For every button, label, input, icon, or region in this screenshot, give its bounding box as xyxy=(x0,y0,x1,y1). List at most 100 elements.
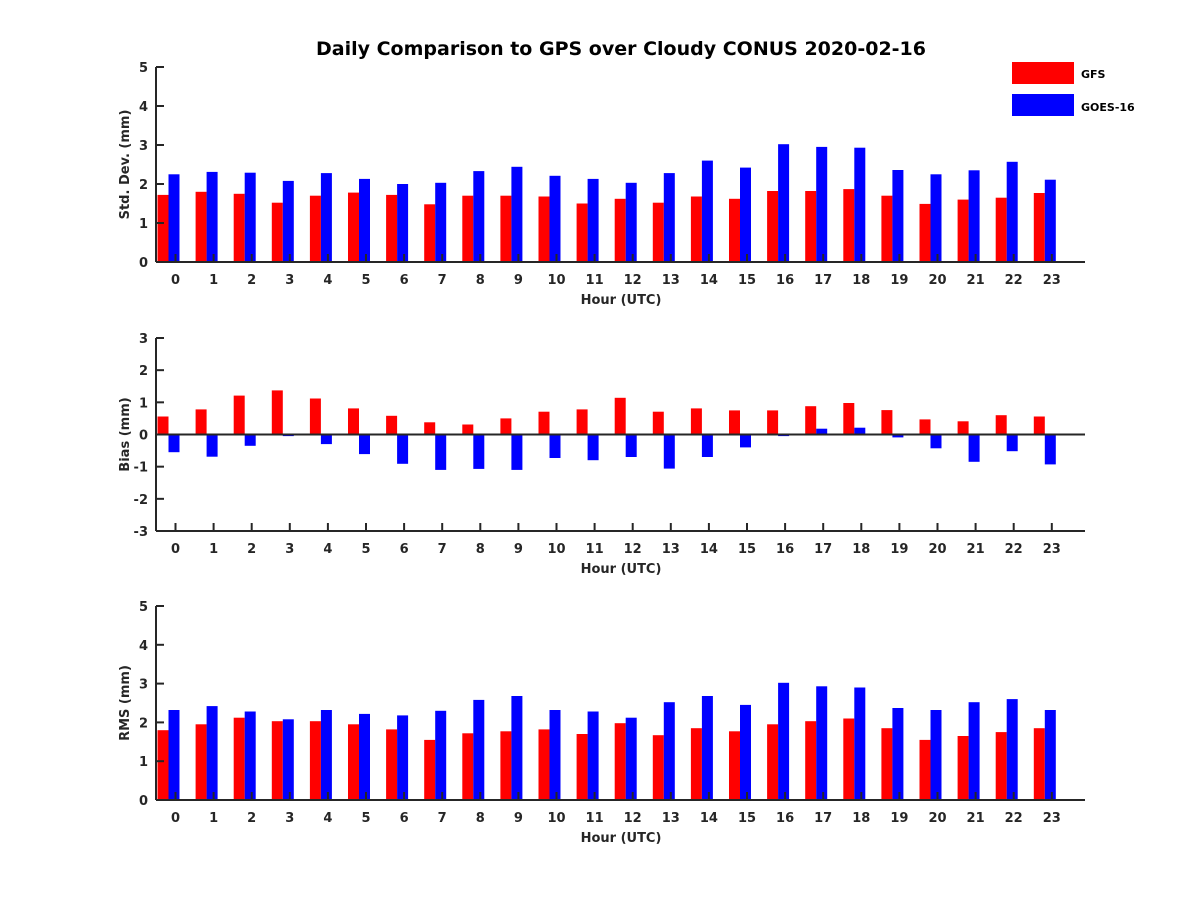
bar-gfs-hour-16 xyxy=(767,724,779,800)
x-tick-label: 19 xyxy=(890,542,908,557)
bar-goes16-hour-0 xyxy=(168,434,180,453)
x-tick-label: 19 xyxy=(890,273,908,288)
bar-gfs-hour-8 xyxy=(462,195,474,262)
x-tick-label: 9 xyxy=(514,811,523,826)
bar-goes16-hour-17 xyxy=(816,428,828,435)
bar-gfs-hour-9 xyxy=(500,731,512,800)
bar-gfs-hour-12 xyxy=(614,198,626,262)
chart-title: Daily Comparison to GPS over Cloudy CONU… xyxy=(316,38,926,60)
bar-gfs-hour-7 xyxy=(424,204,436,262)
bar-gfs-hour-13 xyxy=(652,202,664,262)
bar-gfs-hour-10 xyxy=(538,196,550,262)
bar-gfs-hour-5 xyxy=(348,192,359,262)
y-axis-label: RMS (mm) xyxy=(118,665,133,741)
bar-gfs-hour-7 xyxy=(424,739,436,800)
x-tick-label: 20 xyxy=(928,542,946,557)
bar-gfs-hour-18 xyxy=(843,718,855,800)
bar-goes16-hour-10 xyxy=(549,710,561,800)
x-tick-label: 22 xyxy=(1005,273,1023,288)
bar-goes16-hour-7 xyxy=(435,182,447,262)
x-tick-label: 9 xyxy=(514,273,523,288)
bar-goes16-hour-13 xyxy=(663,434,675,469)
x-tick-label: 11 xyxy=(586,811,604,826)
x-tick-label: 10 xyxy=(547,811,565,826)
x-tick-label: 5 xyxy=(361,542,370,557)
bar-goes16-hour-6 xyxy=(397,184,409,262)
bar-gfs-hour-20 xyxy=(919,739,931,800)
bar-gfs-hour-23 xyxy=(1033,193,1045,262)
bar-goes16-hour-20 xyxy=(930,434,942,449)
bar-gfs-hour-6 xyxy=(386,194,398,262)
bar-goes16-hour-5 xyxy=(359,713,370,800)
y-tick-label: 3 xyxy=(139,332,148,347)
legend-swatch-goes16 xyxy=(1012,94,1074,116)
bar-gfs-hour-5 xyxy=(348,408,359,435)
bar-gfs-hour-11 xyxy=(576,203,588,262)
x-tick-label: 0 xyxy=(171,273,180,288)
bar-gfs-hour-17 xyxy=(805,406,817,435)
y-tick-label: 3 xyxy=(139,139,148,154)
bar-goes16-hour-21 xyxy=(968,702,980,800)
bar-gfs-hour-9 xyxy=(500,195,512,262)
x-tick-label: 20 xyxy=(928,811,946,826)
legend-label-gfs: GFS xyxy=(1081,68,1106,81)
bar-goes16-hour-14 xyxy=(701,696,713,800)
bar-goes16-hour-18 xyxy=(854,427,866,435)
x-axis-label: Hour (UTC) xyxy=(581,562,662,577)
x-tick-label: 21 xyxy=(967,811,985,826)
x-tick-label: 21 xyxy=(967,542,985,557)
bar-gfs-hour-3 xyxy=(271,721,283,800)
bar-gfs-hour-21 xyxy=(957,421,969,435)
x-tick-label: 17 xyxy=(814,273,832,288)
x-tick-label: 4 xyxy=(323,273,332,288)
x-tick-label: 18 xyxy=(852,273,870,288)
y-tick-label: 0 xyxy=(139,794,148,809)
x-tick-label: 5 xyxy=(361,811,370,826)
bar-goes16-hour-1 xyxy=(206,434,218,457)
bar-gfs-hour-1 xyxy=(195,409,207,435)
x-tick-label: 15 xyxy=(738,542,756,557)
bar-gfs-hour-1 xyxy=(195,191,207,262)
bar-gfs-hour-3 xyxy=(271,202,283,262)
bar-goes16-hour-20 xyxy=(930,174,942,263)
bar-gfs-hour-22 xyxy=(995,415,1007,435)
x-tick-label: 2 xyxy=(247,273,256,288)
bar-gfs-hour-0 xyxy=(157,194,169,262)
y-tick-label: 5 xyxy=(139,61,148,76)
y-tick-label: 2 xyxy=(139,178,148,193)
bar-gfs-hour-2 xyxy=(233,193,245,263)
y-tick-label: 0 xyxy=(139,429,148,444)
bar-gfs-hour-13 xyxy=(652,735,664,800)
x-tick-label: 9 xyxy=(514,542,523,557)
bar-goes16-hour-17 xyxy=(816,146,828,262)
bar-goes16-hour-22 xyxy=(1006,434,1018,452)
bar-gfs-hour-11 xyxy=(576,734,588,800)
bar-goes16-hour-6 xyxy=(397,715,409,800)
x-tick-label: 13 xyxy=(662,273,680,288)
bar-gfs-hour-12 xyxy=(614,723,626,800)
bar-goes16-hour-7 xyxy=(435,710,447,800)
bar-goes16-hour-13 xyxy=(663,173,675,262)
bar-goes16-hour-19 xyxy=(892,434,904,438)
bar-goes16-hour-7 xyxy=(435,434,447,470)
bar-goes16-hour-14 xyxy=(701,160,713,262)
bar-goes16-hour-21 xyxy=(968,434,980,462)
x-axis-label: Hour (UTC) xyxy=(581,831,662,846)
x-tick-label: 3 xyxy=(285,542,294,557)
x-tick-label: 7 xyxy=(438,273,447,288)
y-tick-label: 5 xyxy=(139,600,148,615)
bar-goes16-hour-8 xyxy=(473,434,485,469)
y-tick-label: 4 xyxy=(139,639,148,654)
bar-gfs-hour-23 xyxy=(1033,416,1045,435)
bar-gfs-hour-17 xyxy=(805,191,817,262)
bar-gfs-hour-17 xyxy=(805,721,817,800)
y-tick-label: 0 xyxy=(139,256,148,271)
bar-goes16-hour-0 xyxy=(168,710,180,800)
bar-goes16-hour-12 xyxy=(625,434,637,457)
bar-goes16-hour-11 xyxy=(587,178,599,262)
bar-gfs-hour-3 xyxy=(271,390,283,435)
bar-goes16-hour-23 xyxy=(1044,179,1056,262)
x-tick-label: 15 xyxy=(738,273,756,288)
bar-goes16-hour-16 xyxy=(778,144,790,262)
